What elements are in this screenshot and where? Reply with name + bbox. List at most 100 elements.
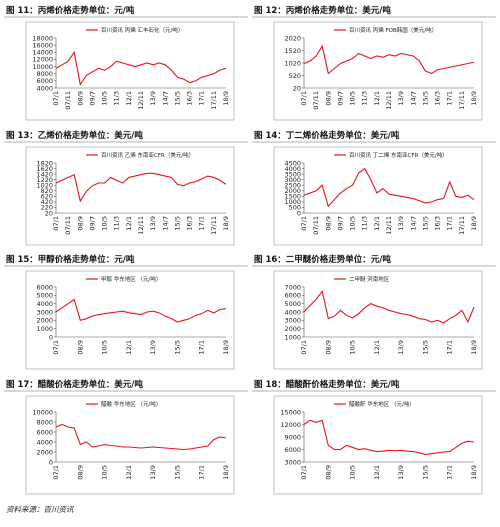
x-tick-label: 18/9 xyxy=(222,340,230,355)
x-tick-label: 17/11 xyxy=(458,216,466,235)
y-tick-label: 4000 xyxy=(36,84,53,92)
y-tick-label: 18000 xyxy=(32,34,53,42)
x-tick-label: 16/3 xyxy=(434,91,442,106)
y-tick-label: 5000 xyxy=(284,300,301,308)
y-tick-label: 6000 xyxy=(36,428,53,436)
x-tick-label: 17/1 xyxy=(198,216,206,231)
x-tick-label: 09/7 xyxy=(336,91,344,106)
x-tick-label: 09/7 xyxy=(88,91,96,106)
y-tick-label: 500 xyxy=(289,204,301,212)
x-tick-label: 12/1 xyxy=(125,465,133,480)
x-tick-label: 12/1 xyxy=(373,465,381,480)
y-tick-label: 6000 xyxy=(36,283,53,291)
y-tick-label: 1820 xyxy=(36,159,53,167)
figure-caption: 图 17：醋酸价格走势单位：美元/吨 xyxy=(6,379,143,390)
x-tick-label: 13/9 xyxy=(149,91,157,106)
source-note: 资料来源：百川资讯 xyxy=(6,505,74,514)
y-tick-label: 1000 xyxy=(36,325,53,333)
y-tick-label: 4500 xyxy=(284,159,301,167)
x-tick-label: 09/7 xyxy=(88,216,96,231)
y-tick-label: 10000 xyxy=(32,408,53,416)
y-tick-label: 2020 xyxy=(284,34,301,42)
legend-label: 甲醇 华东地区 （元/吨） xyxy=(101,275,161,283)
x-tick-label: 17/1 xyxy=(446,216,454,231)
figure-caption: 图 12：丙烯价格走势单位：美元/吨 xyxy=(254,5,391,16)
x-tick-label: 13/9 xyxy=(149,465,157,480)
y-tick-label: 4000 xyxy=(284,308,301,316)
figure-caption: 图 18：醋酸酐价格走势单位：美元/吨 xyxy=(254,379,400,390)
y-tick-label: 220 xyxy=(41,204,53,212)
x-tick-label: 12/11 xyxy=(385,216,393,235)
y-tick-label: 2000 xyxy=(36,317,53,325)
x-tick-label: 12/1 xyxy=(373,91,381,106)
x-tick-label: 16/3 xyxy=(434,216,442,231)
y-tick-label: 420 xyxy=(41,198,53,206)
x-tick-label: 07/1 xyxy=(52,465,60,480)
y-tick-label: 0 xyxy=(49,333,53,341)
x-tick-label: 13/9 xyxy=(149,216,157,231)
chart-frame xyxy=(25,146,235,246)
figure-caption: 图 16：二甲醚价格走势单位：元/吨 xyxy=(254,254,391,265)
y-tick-label: 1020 xyxy=(36,182,53,190)
y-tick-label: 14000 xyxy=(32,49,53,57)
x-tick-label: 13/9 xyxy=(397,91,405,106)
y-tick-label: 12000 xyxy=(280,421,301,429)
x-tick-label: 16/3 xyxy=(186,216,194,231)
y-tick-label: 7000 xyxy=(284,283,301,291)
x-tick-label: 07/11 xyxy=(64,216,72,235)
x-tick-label: 12/1 xyxy=(125,340,133,355)
chart-frame xyxy=(25,395,235,495)
y-tick-label: 1520 xyxy=(284,47,301,55)
x-tick-label: 14/7 xyxy=(409,91,417,106)
price-line xyxy=(303,167,475,208)
y-tick-label: 6000 xyxy=(284,446,301,454)
y-tick-label: 9000 xyxy=(284,433,301,441)
y-tick-label: 1620 xyxy=(36,165,53,173)
x-tick-label: 08/9 xyxy=(324,91,332,106)
y-tick-label: 1000 xyxy=(284,198,301,206)
x-tick-label: 08/9 xyxy=(76,340,84,355)
y-tick-label: 820 xyxy=(41,187,53,195)
x-tick-label: 17/11 xyxy=(210,216,218,235)
x-tick-label: 10/5 xyxy=(349,91,357,106)
y-tick-label: 8000 xyxy=(36,70,53,78)
y-tick-label: 10000 xyxy=(32,63,53,71)
price-line xyxy=(55,50,227,86)
x-tick-label: 17/11 xyxy=(210,91,218,110)
x-tick-label: 07/11 xyxy=(64,91,72,110)
x-tick-label: 10/5 xyxy=(349,216,357,231)
legend-label: 百川资讯 丙烯 FOB韩国（美元/吨） xyxy=(349,26,437,34)
chart-frame xyxy=(25,21,235,121)
y-tick-label: 16000 xyxy=(32,41,53,49)
y-tick-label: 5000 xyxy=(36,292,53,300)
x-tick-label: 17/1 xyxy=(446,340,454,355)
x-tick-label: 13/9 xyxy=(149,340,157,355)
figure-caption: 图 15：甲醇价格走势单位：元/吨 xyxy=(6,254,135,265)
y-tick-label: 3000 xyxy=(284,317,301,325)
y-tick-label: 6000 xyxy=(284,292,301,300)
x-tick-label: 14/7 xyxy=(161,216,169,231)
y-tick-label: 20 xyxy=(293,84,301,92)
y-tick-label: 1420 xyxy=(36,170,53,178)
x-tick-label: 18/9 xyxy=(222,91,230,106)
y-tick-label: 6000 xyxy=(36,77,53,85)
y-tick-label: 8000 xyxy=(36,418,53,426)
x-tick-label: 14/7 xyxy=(409,216,417,231)
y-tick-label: 15000 xyxy=(280,408,301,416)
x-tick-label: 13/9 xyxy=(397,465,405,480)
legend-label: 百川资讯 丙烯 汇丰石化（元/吨） xyxy=(101,26,183,34)
x-tick-label: 08/9 xyxy=(76,216,84,231)
legend-label: 百川资讯 丁二烯 东南亚CFR（美元/吨） xyxy=(349,151,448,159)
x-tick-label: 18/9 xyxy=(222,216,230,231)
x-tick-label: 12/1 xyxy=(373,216,381,231)
price-line xyxy=(55,298,227,323)
price-line xyxy=(55,172,227,203)
x-tick-label: 07/1 xyxy=(300,216,308,231)
x-tick-label: 18/9 xyxy=(470,465,478,480)
y-tick-label: 20 xyxy=(45,209,53,217)
x-tick-label: 12/1 xyxy=(125,216,133,231)
x-tick-label: 09/7 xyxy=(336,216,344,231)
y-tick-label: 1220 xyxy=(36,176,53,184)
y-tick-label: 0 xyxy=(297,209,301,217)
y-tick-label: 12000 xyxy=(32,56,53,64)
